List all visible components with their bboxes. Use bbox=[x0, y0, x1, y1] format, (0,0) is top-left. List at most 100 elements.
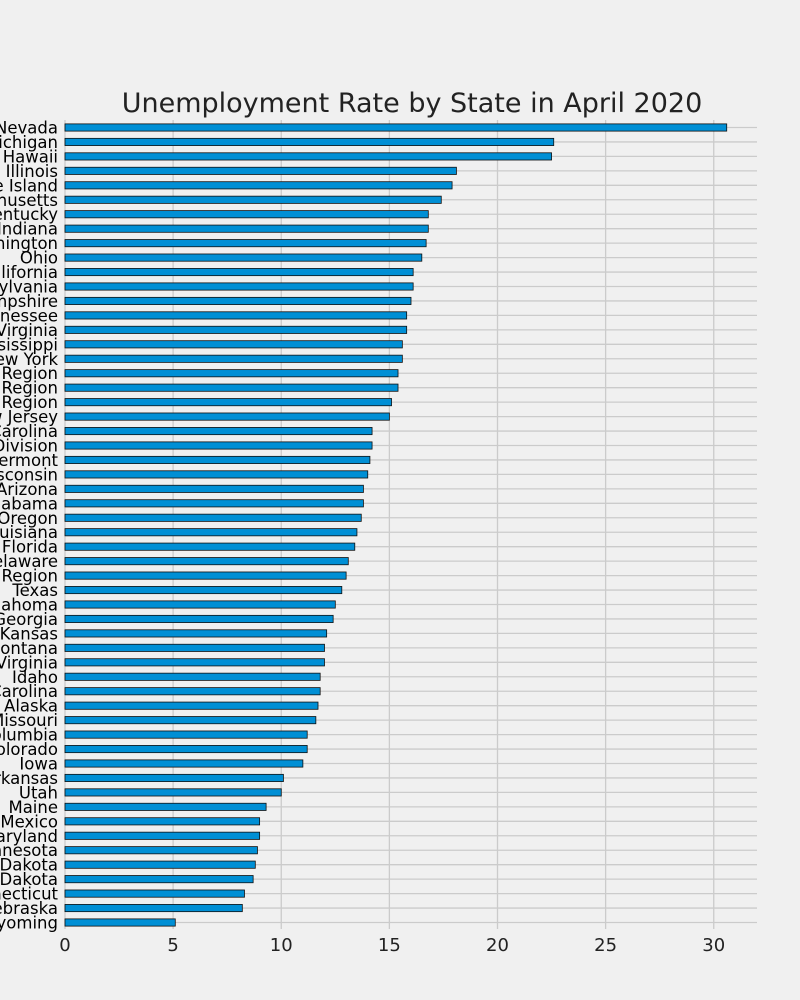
bar bbox=[64, 282, 414, 291]
bar bbox=[64, 745, 308, 754]
category-label: Alabama bbox=[0, 494, 58, 513]
category-label: Virginia bbox=[0, 653, 58, 672]
category-label: North Carolina bbox=[0, 422, 58, 441]
category-label: Minnesota bbox=[0, 841, 58, 860]
bar bbox=[64, 441, 373, 450]
category-label: Nebraska bbox=[0, 899, 58, 918]
bar bbox=[64, 427, 373, 436]
category-label: Illinois bbox=[6, 162, 58, 181]
bar bbox=[64, 687, 321, 696]
bar bbox=[64, 195, 442, 204]
bar bbox=[64, 166, 457, 175]
bar bbox=[64, 788, 282, 797]
x-tick-label: 10 bbox=[270, 935, 293, 956]
category-label: West Virginia bbox=[0, 321, 58, 340]
bar bbox=[64, 383, 399, 392]
category-label: Texas bbox=[11, 581, 58, 600]
category-label: Alaska bbox=[4, 697, 58, 716]
category-label: Region bbox=[2, 567, 59, 586]
category-label: Massachusetts bbox=[0, 191, 58, 210]
bar bbox=[64, 586, 343, 595]
bar bbox=[64, 210, 429, 219]
category-label: Region bbox=[2, 379, 59, 398]
category-label: California bbox=[0, 263, 58, 282]
bar bbox=[64, 354, 403, 363]
category-label: Indiana bbox=[0, 220, 58, 239]
category-label: Connecticut bbox=[0, 885, 59, 904]
bar bbox=[64, 239, 427, 248]
category-label: North Dakota bbox=[0, 870, 58, 889]
bar bbox=[64, 499, 364, 508]
x-tick-label: 30 bbox=[702, 935, 725, 956]
category-label: Ohio bbox=[20, 249, 58, 268]
bar bbox=[64, 181, 453, 190]
bar bbox=[64, 152, 552, 161]
bar bbox=[64, 831, 261, 840]
category-label: Pennsylvania bbox=[0, 278, 58, 297]
bar bbox=[64, 875, 254, 884]
category-label: Delaware bbox=[0, 552, 58, 571]
bar bbox=[64, 369, 399, 378]
category-label: South Dakota bbox=[0, 856, 58, 875]
category-label: Tennessee bbox=[0, 306, 58, 325]
category-label: New Jersey bbox=[0, 408, 58, 427]
bar bbox=[64, 542, 356, 551]
category-label: Region bbox=[2, 393, 59, 412]
category-label: Wisconsin bbox=[0, 465, 58, 484]
category-label: South Carolina bbox=[0, 682, 58, 701]
category-label: Maine bbox=[8, 798, 58, 817]
bar bbox=[64, 614, 334, 623]
category-label: Wyoming bbox=[0, 914, 58, 933]
category-label: Michigan bbox=[0, 133, 58, 152]
category-label: Kansas bbox=[0, 624, 58, 643]
category-label: Maryland bbox=[0, 827, 58, 846]
bar bbox=[64, 340, 403, 349]
category-label: Georgia bbox=[0, 610, 58, 629]
category-label: Iowa bbox=[19, 755, 58, 774]
category-label: Oregon bbox=[0, 509, 58, 528]
x-tick-label: 15 bbox=[378, 935, 401, 956]
category-label: Vermont bbox=[0, 451, 59, 470]
bar bbox=[64, 268, 414, 277]
bar bbox=[64, 412, 390, 421]
bar bbox=[64, 643, 325, 652]
category-label: Colorado bbox=[0, 740, 58, 759]
bar bbox=[64, 470, 369, 479]
category-label: Montana bbox=[0, 639, 58, 658]
x-tick-label: 5 bbox=[167, 935, 178, 956]
bar bbox=[64, 557, 349, 566]
bar bbox=[64, 629, 328, 638]
chart-title: Unemployment Rate by State in April 2020 bbox=[122, 88, 703, 119]
bar bbox=[64, 860, 256, 869]
bar bbox=[64, 658, 325, 667]
x-tick-label: 25 bbox=[594, 935, 617, 956]
bar bbox=[64, 802, 267, 811]
x-axis-tick-labels: 0 5 10 15 20 25 30 bbox=[59, 935, 725, 956]
category-label: Oklahoma bbox=[0, 596, 58, 615]
category-label: Florida bbox=[2, 538, 58, 557]
bar bbox=[64, 455, 371, 464]
y-axis-labels: NevadaMichiganHawaiiIllinoisRhode Island… bbox=[0, 119, 59, 933]
bar bbox=[64, 846, 258, 855]
category-label: Utah bbox=[19, 783, 58, 802]
bar bbox=[64, 773, 284, 782]
bar bbox=[64, 918, 176, 927]
category-label: Nevada bbox=[0, 119, 58, 138]
bar bbox=[64, 904, 243, 913]
category-label: Washington bbox=[0, 234, 58, 253]
bar bbox=[64, 224, 429, 233]
category-label: New Hampshire bbox=[0, 292, 58, 311]
x-tick-label: 20 bbox=[486, 935, 509, 956]
bar bbox=[64, 528, 358, 537]
bar bbox=[64, 716, 317, 725]
bar bbox=[64, 398, 392, 407]
category-label: Mississippi bbox=[0, 335, 58, 354]
bar bbox=[64, 600, 336, 609]
bar bbox=[64, 137, 555, 146]
category-label: New Mexico bbox=[0, 812, 58, 831]
category-label: Region bbox=[2, 364, 59, 383]
category-label: New York bbox=[0, 350, 58, 369]
category-label: Division bbox=[0, 437, 58, 456]
category-label: Rhode Island bbox=[0, 176, 58, 195]
